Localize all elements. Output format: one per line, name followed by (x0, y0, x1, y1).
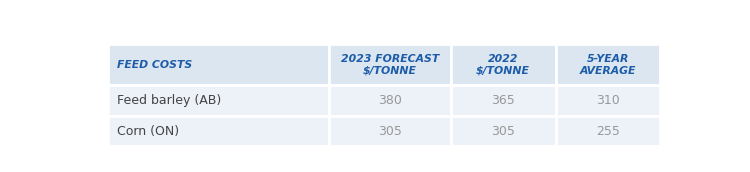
Text: 2022
$/TONNE: 2022 $/TONNE (476, 54, 530, 76)
Text: Feed barley (AB): Feed barley (AB) (117, 94, 221, 107)
Bar (108, 85, 329, 116)
Bar (556, 116, 661, 146)
Text: 2023 FORECAST
$/TONNE: 2023 FORECAST $/TONNE (340, 54, 439, 76)
Bar (108, 45, 329, 85)
Bar (329, 116, 451, 146)
Bar (329, 85, 451, 116)
Text: Corn (ON): Corn (ON) (117, 125, 179, 138)
Bar (451, 116, 556, 146)
Text: 255: 255 (596, 125, 620, 138)
Text: 310: 310 (596, 94, 620, 107)
Bar (451, 85, 556, 116)
Text: 305: 305 (378, 125, 402, 138)
Text: FEED COSTS: FEED COSTS (117, 60, 192, 70)
Bar (556, 45, 661, 85)
Bar (451, 45, 556, 85)
Bar (329, 45, 451, 85)
Bar (556, 85, 661, 116)
Text: 380: 380 (378, 94, 402, 107)
Bar (108, 116, 329, 146)
Text: 305: 305 (491, 125, 515, 138)
Text: 5-YEAR
AVERAGE: 5-YEAR AVERAGE (580, 54, 636, 76)
Text: 365: 365 (491, 94, 515, 107)
